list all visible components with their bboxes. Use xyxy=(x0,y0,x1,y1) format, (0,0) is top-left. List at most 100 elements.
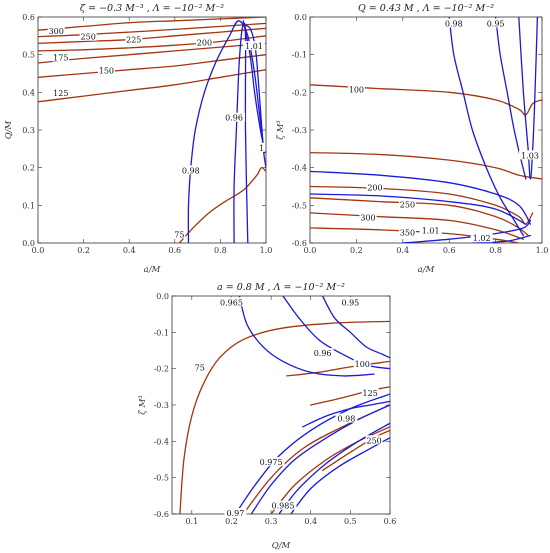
y-tick-label: -0.6 xyxy=(154,510,169,519)
contour-label-bg xyxy=(258,142,265,152)
y-tick-label: -0.5 xyxy=(154,474,169,483)
contour-label-bg xyxy=(484,18,507,28)
contour-label-bg xyxy=(347,84,365,94)
contour-panel-1: ζ = −0.3 M⁻³ , Λ = −10⁻² M⁻² 0.0 0.2 0.4 0.6… xyxy=(4,3,272,275)
red-contour-line-225 xyxy=(38,27,266,45)
x-tick-label: 0.0 xyxy=(32,246,45,255)
red-contour-line-5 xyxy=(310,151,542,180)
chart-title: a = 0.8 M , Λ = −10⁻² M⁻² xyxy=(217,282,345,293)
x-tick-label: 0.6 xyxy=(443,246,456,255)
contour-label: 125 xyxy=(53,89,68,98)
contour-label: 250 xyxy=(81,33,96,42)
x-axis-label: a/M xyxy=(144,265,161,275)
contour-label: 250 xyxy=(400,200,415,209)
contour-label-bg xyxy=(52,88,70,98)
contour-label-bg xyxy=(79,31,97,41)
contour-label-bg xyxy=(366,182,384,192)
contour-label: 1.02 xyxy=(473,234,491,243)
blue-contour-line-0.98 xyxy=(448,17,525,237)
red-contour-line-100 xyxy=(310,84,542,116)
contour-label-bg xyxy=(97,65,115,75)
red-contour-line-125 xyxy=(310,386,390,406)
contour-label-bg xyxy=(419,225,442,235)
red-contour-line-250 xyxy=(38,22,266,38)
blue-contour-line-0.975 xyxy=(234,393,390,514)
red-contour-line-75 xyxy=(179,320,390,514)
blue-contour-line-0.98 xyxy=(187,20,265,243)
x-tick-label: 1.0 xyxy=(260,246,273,255)
contour-label: 0.95 xyxy=(341,298,359,307)
blue-contour-line-1.02 xyxy=(471,234,532,243)
y-tick-label: -0.1 xyxy=(154,328,169,337)
contour-label: 0.98 xyxy=(182,166,200,175)
red-contour-line-350 xyxy=(310,227,520,243)
blue-contour-line-0.985 xyxy=(278,422,390,514)
y-tick-label: 0.0 xyxy=(156,292,169,301)
contour-label: 100 xyxy=(349,85,364,94)
red-contour-line-250 xyxy=(321,429,390,472)
y-tick-label: 0.0 xyxy=(22,239,35,248)
blue-contour-line-13 xyxy=(290,437,390,514)
y-tick-label: 0.6 xyxy=(22,13,35,22)
y-tick-label: 0.4 xyxy=(22,88,35,97)
y-tick-label: -0.6 xyxy=(292,239,307,248)
contour-label: 0.96 xyxy=(314,349,332,358)
red-contour-line-300 xyxy=(38,17,266,31)
contour-label-bg xyxy=(47,26,65,36)
contour-label: 0.975 xyxy=(260,458,283,467)
contour-panel-3: a = 0.8 M , Λ = −10⁻² M⁻² 0.1 0.2 0.3 0.4 0.5… xyxy=(138,282,396,551)
contour-label: 250 xyxy=(367,436,382,445)
x-axis-label: a/M xyxy=(418,265,435,275)
contour-lines xyxy=(310,17,542,243)
x-tick-label: 0.2 xyxy=(350,246,363,255)
contour-label-bg xyxy=(217,297,245,307)
contour-label: 0.965 xyxy=(220,298,243,307)
contour-label: 300 xyxy=(49,27,64,36)
y-tick-label: 0.0 xyxy=(294,13,307,22)
x-tick-label: 0.2 xyxy=(77,246,90,255)
x-tick-label: 0.8 xyxy=(214,246,227,255)
red-contour-line-75 xyxy=(178,166,266,243)
blue-contour-line-0.97 xyxy=(250,404,390,514)
x-tick-label: 0.1 xyxy=(185,517,198,526)
y-tick-label: 0.1 xyxy=(22,201,35,210)
contour-label-bg xyxy=(195,37,213,47)
x-tick-label: 0.6 xyxy=(168,246,181,255)
contour-label-bg xyxy=(361,388,379,398)
contour-label: 125 xyxy=(363,389,378,398)
y-tick-label: 0.3 xyxy=(22,126,35,135)
red-contour-line-100 xyxy=(286,360,390,377)
contour-label: 350 xyxy=(400,229,415,238)
contour-label-bg xyxy=(359,212,377,222)
red-contour-line-200 xyxy=(38,35,266,52)
contour-label-bg xyxy=(52,52,70,62)
red-contour-line-175 xyxy=(38,42,266,64)
contour-label-bg xyxy=(193,362,206,372)
contour-label: 0.95 xyxy=(487,20,505,29)
y-tick-label: 0.2 xyxy=(22,164,35,173)
y-tick-label: 0.5 xyxy=(22,51,35,60)
contour-panel-2: Q = 0.43 M , Λ = −10⁻² M⁻² 0.0 0.2 0.4 0.6 0.… xyxy=(276,3,548,275)
red-contour-line-150 xyxy=(38,54,266,78)
x-tick-label: 0.8 xyxy=(489,246,502,255)
plot-frame xyxy=(37,16,267,244)
contour-label: 175 xyxy=(53,53,68,62)
blue-contour-line-0.96 xyxy=(282,296,390,370)
x-tick-label: 0.3 xyxy=(265,517,278,526)
contour-label-bg xyxy=(269,500,297,510)
contour-label: 0.96 xyxy=(225,114,243,123)
x-tick-label: 0.6 xyxy=(384,517,397,526)
y-tick-label: -0.2 xyxy=(292,88,307,97)
contour-label-bg xyxy=(353,359,371,369)
blue-contour-line-0.95 xyxy=(494,17,527,180)
contour-lines xyxy=(179,296,390,514)
y-tick-label: -0.3 xyxy=(154,401,169,410)
contour-label: 100 xyxy=(355,360,370,369)
contour-label: 1.01 xyxy=(245,42,263,51)
y-tick-label: -0.3 xyxy=(292,126,307,135)
blue-contour-line-0.965 xyxy=(238,296,375,377)
chart-title: ζ = −0.3 M⁻³ , Λ = −10⁻² M⁻² xyxy=(80,3,224,14)
contour-label: 0.98 xyxy=(337,415,355,424)
blue-contour-line-11 xyxy=(310,193,527,225)
x-tick-label: 0.2 xyxy=(225,517,238,526)
